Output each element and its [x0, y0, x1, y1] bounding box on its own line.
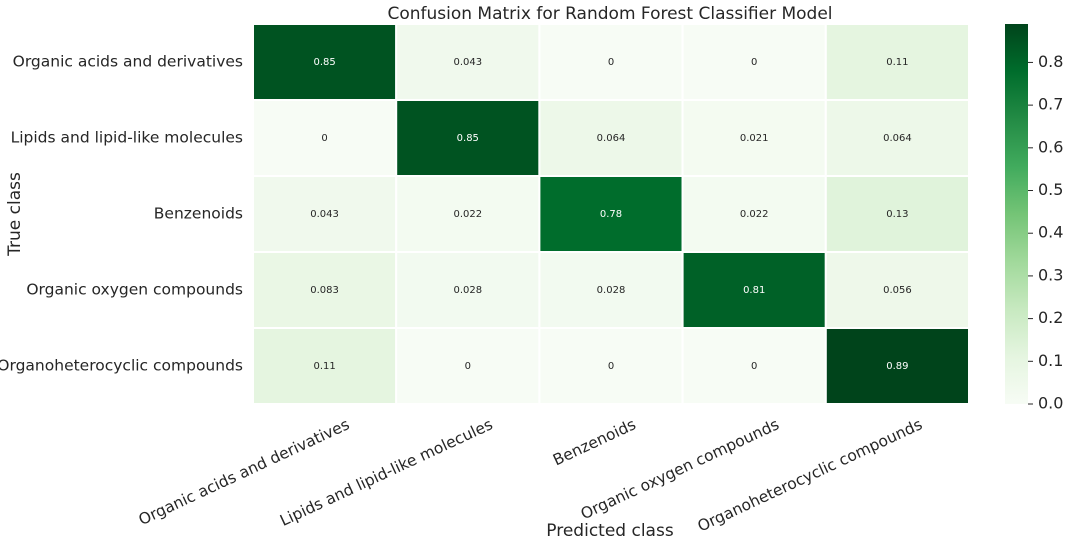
heatmap-cell: [395, 23, 541, 101]
cell-value-label: 0.064: [597, 133, 626, 144]
heatmap-cell: [681, 251, 827, 329]
colorbar-tick-label: 0.6: [1038, 137, 1063, 156]
heatmap-cell: [395, 175, 541, 253]
colorbar-tick-label: 0.1: [1038, 351, 1063, 370]
cell-value-label: 0.81: [743, 285, 765, 296]
cell-value-label: 0.022: [453, 209, 482, 220]
cell-value-label: 0.043: [310, 209, 339, 220]
heatmap-cell: [395, 251, 541, 329]
colorbar-tick-label: 0.2: [1038, 308, 1063, 327]
heatmap-cell: [395, 327, 541, 405]
heatmap-cell: [824, 99, 970, 177]
cell-value-label: 0.083: [310, 285, 339, 296]
cell-value-label: 0.028: [453, 285, 482, 296]
y-tick-label: Organoheterocyclic compounds: [0, 357, 243, 375]
y-tick-label: Organic acids and derivatives: [13, 53, 243, 71]
colorbar-tick-label: 0.7: [1038, 95, 1063, 114]
y-tick-labels: Organic acids and derivatives Lipids and …: [0, 53, 243, 375]
cell-value-label: 0.028: [597, 285, 626, 296]
x-tick-label: Organoheterocyclic compounds: [695, 415, 925, 535]
colorbar: [1005, 24, 1028, 404]
cell-value-label: 0: [321, 133, 327, 144]
heatmap-cell: [252, 327, 398, 405]
colorbar-ticks: 0.0 0.1 0.2 0.3 0.4 0.5 0.6 0.7 0.8: [1028, 52, 1063, 413]
cell-value-label: 0.85: [313, 57, 335, 68]
cell-value-label: 0: [751, 361, 757, 372]
cell-value-label: 0.85: [457, 133, 479, 144]
cell-value-label: 0.11: [313, 361, 335, 372]
heatmap-cells: 0.85 0.043 0 0 0.11 0 0.85 0.064 0.021 0.064 0.043…: [252, 23, 970, 405]
cell-value-label: 0.064: [883, 133, 912, 144]
y-tick-label: Organic oxygen compounds: [26, 281, 243, 299]
cell-value-label: 0: [465, 361, 471, 372]
chart-title: Confusion Matrix for Random Forest Class…: [387, 4, 832, 24]
heatmap-cell: [681, 175, 827, 253]
x-axis-title: Predicted class: [546, 521, 674, 541]
colorbar-tick-label: 0.4: [1038, 223, 1063, 242]
cell-value-label: 0.13: [886, 209, 908, 220]
cell-value-label: 0.043: [453, 57, 482, 68]
heatmap-cell: [538, 23, 684, 101]
heatmap-cell: [824, 251, 970, 329]
colorbar-tick-label: 0.0: [1038, 394, 1063, 413]
y-tick-label: Benzenoids: [154, 205, 243, 223]
heatmap-cell: [824, 327, 970, 405]
heatmap-cell: [252, 23, 398, 101]
cell-value-label: 0: [608, 361, 614, 372]
cell-value-label: 0.89: [886, 361, 908, 372]
cell-value-label: 0.11: [886, 57, 908, 68]
cell-value-label: 0.022: [740, 209, 769, 220]
heatmap-cell: [538, 99, 684, 177]
heatmap-cell: [538, 327, 684, 405]
cell-value-label: 0.056: [883, 285, 912, 296]
y-axis-title: True class: [5, 172, 25, 257]
colorbar-tick-label: 0.5: [1038, 180, 1063, 199]
heatmap-cell: [538, 251, 684, 329]
colorbar-tick-label: 0.3: [1038, 265, 1063, 284]
colorbar-tick-label: 0.8: [1038, 52, 1063, 71]
cell-value-label: 0.021: [740, 133, 769, 144]
heatmap-cell: [252, 251, 398, 329]
cell-value-label: 0.78: [600, 209, 622, 220]
y-tick-label: Lipids and lipid-like molecules: [11, 129, 243, 147]
heatmap-cell: [252, 99, 398, 177]
x-tick-label: Benzenoids: [550, 415, 638, 469]
cell-value-label: 0: [751, 57, 757, 68]
cell-value-label: 0: [608, 57, 614, 68]
